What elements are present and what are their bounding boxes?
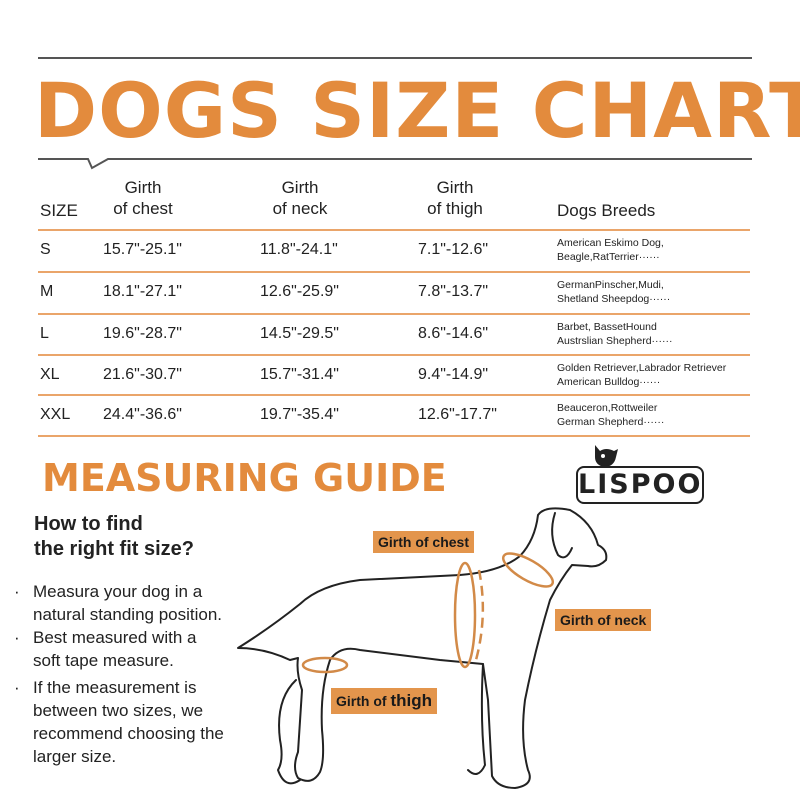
row-divider — [38, 354, 750, 356]
header-size: SIZE — [40, 201, 78, 220]
row-divider — [38, 229, 750, 231]
cell-neck: 15.7"-31.4" — [260, 366, 339, 383]
cell-thigh: 8.6"-14.6" — [418, 325, 489, 342]
cell-chest: 15.7"-25.1" — [103, 241, 182, 258]
row-divider — [38, 313, 750, 315]
cell-breeds-l2: American Bulldog······ — [557, 376, 661, 388]
cell-breeds-l2: Austrslian Shepherd······ — [557, 335, 673, 347]
subtitle-l2: the right fit size? — [34, 538, 194, 560]
subtitle-l1: How to find — [34, 513, 143, 535]
thigh-label-a: Girth of — [336, 693, 391, 709]
cell-breeds-l1: Beauceron,Rottweiler — [557, 402, 658, 414]
speech-rule — [38, 158, 752, 170]
cell-chest: 19.6"-28.7" — [103, 325, 182, 342]
header-neck-l2: of neck — [272, 199, 328, 218]
cell-breeds-l2: German Shepherd······ — [557, 416, 665, 428]
cell-size: L — [40, 325, 49, 342]
cell-thigh: 9.4"-14.9" — [418, 366, 489, 383]
cell-thigh: 7.1"-12.6" — [418, 241, 489, 258]
header-neck: Girth of neck — [250, 177, 350, 219]
cell-breeds-l1: GermanPinscher,Mudi, — [557, 279, 664, 291]
header-neck-l1: Girth — [281, 178, 319, 197]
label-girth-of-chest: Girth of chest — [373, 531, 475, 553]
cell-thigh: 12.6"-17.7" — [418, 406, 497, 423]
header-chest-l1: Girth — [124, 178, 162, 197]
thigh-label-b: thigh — [390, 691, 432, 710]
cell-neck: 14.5"-29.5" — [260, 325, 339, 342]
bullet-text: If the measurement is between two sizes,… — [33, 678, 224, 766]
guide-title: MEASURING GUIDE — [42, 456, 447, 500]
row-divider — [38, 435, 750, 437]
header-chest-l2: of chest — [113, 199, 173, 218]
bullet-text: Measura your dog in a natural standing p… — [33, 582, 223, 624]
guide-bullet: · Best measured with a soft tape measure. — [14, 626, 254, 672]
cell-neck: 11.8"-24.1" — [260, 241, 338, 258]
cell-size: S — [40, 241, 51, 258]
cell-breeds-l1: Golden Retriever,Labrador Retriever — [557, 362, 727, 374]
cell-neck: 12.6"-25.9" — [260, 283, 339, 300]
header-thigh-l1: Girth — [436, 178, 474, 197]
cell-breeds-l2: Beagle,RatTerrier······ — [557, 251, 660, 263]
header-thigh: Girth of thigh — [405, 177, 505, 219]
row-divider — [38, 271, 750, 273]
dog-head-logo-icon — [595, 445, 618, 467]
row-divider — [38, 394, 750, 396]
cell-size: XL — [40, 366, 60, 383]
label-girth-of-neck: Girth of neck — [555, 609, 652, 631]
guide-subtitle: How to find the right fit size? — [34, 512, 194, 562]
cell-breeds-l1: American Eskimo Dog, — [557, 237, 664, 249]
guide-bullet: · If the measurement is between two sizes… — [14, 676, 254, 768]
page-title: DOGS SIZE CHART — [34, 66, 800, 155]
cell-breeds-l1: Barbet, BassetHound — [557, 321, 657, 333]
cell-size: XXL — [40, 406, 71, 423]
guide-bullet: · Measura your dog in a natural standing … — [14, 580, 254, 626]
cell-size: M — [40, 283, 54, 300]
top-rule — [38, 57, 752, 59]
cell-chest: 18.1"-27.1" — [103, 283, 182, 300]
cell-chest: 24.4"-36.6" — [103, 406, 182, 423]
header-chest: Girth of chest — [93, 177, 193, 219]
cell-thigh: 7.8"-13.7" — [418, 283, 489, 300]
label-girth-of-thigh: Girth of thigh — [331, 688, 437, 714]
header-thigh-l2: of thigh — [427, 199, 483, 218]
cell-neck: 19.7"-35.4" — [260, 406, 339, 423]
cell-chest: 21.6"-30.7" — [103, 366, 182, 383]
lispoo-logo: LISPOO — [576, 466, 704, 504]
header-breeds: Dogs Breeds — [557, 201, 656, 220]
bullet-text: Best measured with a soft tape measure. — [33, 628, 197, 670]
cell-breeds-l2: Shetland Sheepdog······ — [557, 293, 671, 305]
